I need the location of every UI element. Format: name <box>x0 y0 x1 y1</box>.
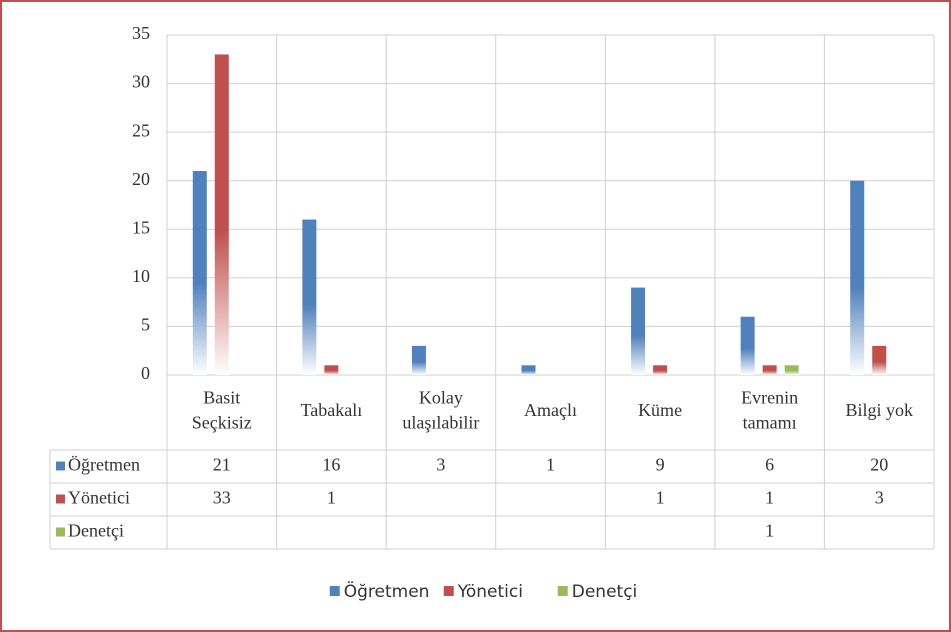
table-row-label: Öğretmen <box>68 455 140 475</box>
x-tick-label: Tabakalı <box>300 400 362 420</box>
x-tick-label: Kolay ulaşılabilir <box>402 388 479 433</box>
y-tick-label: 25 <box>132 120 150 140</box>
bar <box>784 365 799 375</box>
table-legend-key <box>56 494 65 504</box>
bar <box>192 171 207 375</box>
legend-key <box>443 586 454 596</box>
table-cell: 1 <box>546 455 555 475</box>
legend-label: Yönetici <box>457 582 523 602</box>
bar <box>740 316 755 375</box>
y-tick-label: 0 <box>141 363 150 383</box>
legend-key <box>557 586 568 596</box>
table-cell: 6 <box>765 455 774 475</box>
table-cell: 33 <box>213 488 231 508</box>
y-tick-label: 10 <box>132 266 150 286</box>
bar <box>411 345 426 375</box>
table-row-label: Yönetici <box>68 488 130 508</box>
legend-label: Denetçi <box>572 582 638 602</box>
x-tick-label: Bilgi yok <box>845 400 913 420</box>
table-cell: 1 <box>765 488 774 508</box>
legend-label: Öğretmen <box>344 580 430 602</box>
bar <box>214 54 229 376</box>
bar <box>872 345 887 375</box>
legend: Öğretmen Yönetici Denetçi <box>329 580 638 602</box>
table-cell: 21 <box>213 455 231 475</box>
table-cell: 16 <box>322 455 340 475</box>
table-cell: 1 <box>327 488 336 508</box>
table-row-label: Denetçi <box>68 521 124 541</box>
y-tick-label: 35 <box>132 23 150 43</box>
bar <box>653 365 668 375</box>
table-cell: 1 <box>656 488 665 508</box>
bar <box>324 365 339 375</box>
x-tick-label: Basit Seçkisiz <box>192 388 252 433</box>
bar <box>521 365 536 375</box>
table-legend-key <box>56 527 65 537</box>
table-cell: 3 <box>875 488 884 508</box>
x-tick-label: Amaçlı <box>524 400 577 420</box>
legend-key <box>329 586 340 596</box>
table-legend-key <box>56 461 65 471</box>
table-cell: 9 <box>656 455 665 475</box>
y-tick-label: 30 <box>132 72 150 92</box>
bar <box>631 287 646 375</box>
y-tick-label: 20 <box>132 169 150 189</box>
bar <box>762 365 777 375</box>
bar <box>850 180 865 375</box>
table-cell: 3 <box>436 455 445 475</box>
x-tick-label: Küme <box>638 400 682 420</box>
table-cell: 20 <box>870 455 888 475</box>
y-tick-label: 5 <box>141 315 150 335</box>
table-cell: 1 <box>765 521 774 541</box>
bar <box>302 219 317 375</box>
x-tick-label: Evrenin tamamı <box>741 388 798 433</box>
y-tick-label: 15 <box>132 217 150 237</box>
